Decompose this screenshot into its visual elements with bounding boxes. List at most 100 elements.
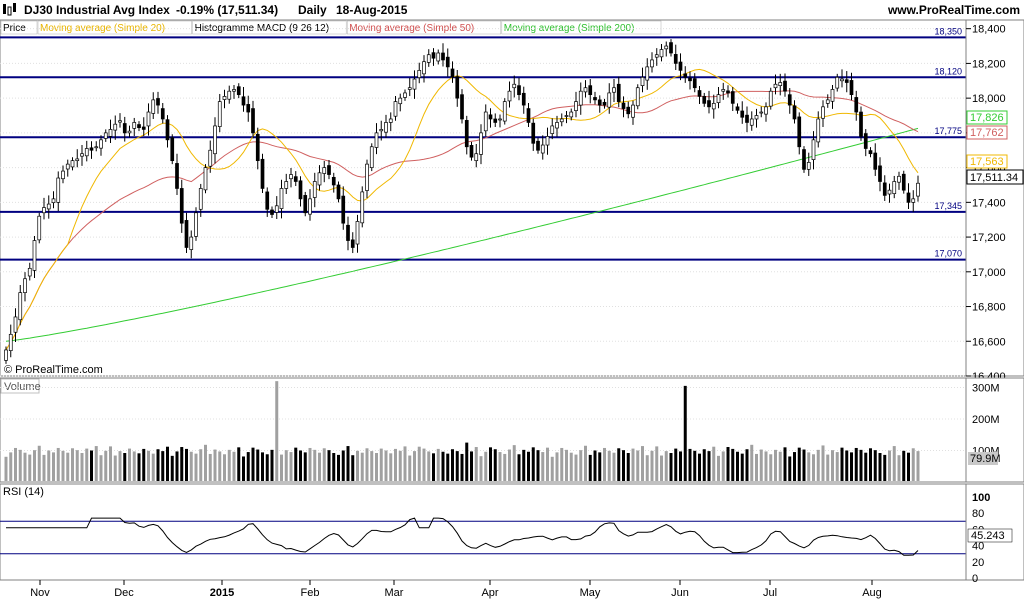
price-panel [0,19,967,377]
candle-body [213,125,217,155]
candle-body [844,79,849,83]
time-tick-label: Feb [301,587,320,599]
candle-body [569,111,574,118]
volume-bar [237,447,241,481]
volume-bar [351,455,355,481]
volume-bar [574,454,578,481]
price-change: -0.19% (17,511.34) [176,3,278,17]
volume-last-box [968,452,998,465]
price-tick-label: 17,200 [972,232,1006,244]
rsi-tick-label: 80 [972,508,984,520]
candle-body [897,175,901,183]
candle-body [403,92,407,98]
volume-bar [470,451,473,481]
candle-body [327,165,331,175]
candle-body [906,192,911,203]
candle-body [355,221,360,245]
volume-last-label: 79.9M [970,453,1001,465]
volume-bar [484,451,488,481]
volume-bar [446,453,450,481]
volume-bar [645,455,649,481]
price-tick-label: 17,000 [972,267,1006,279]
volume-bar [251,447,255,481]
candle-body [436,52,441,62]
volume-tick-label: 300M [972,382,1000,394]
volume-bar [80,453,84,481]
candle-body [84,148,89,157]
volume-bar [280,454,283,481]
volume-bar [788,456,792,481]
candle-body [536,140,540,151]
volume-bar [864,452,868,481]
candle-body [631,104,635,118]
time-tick-label: 2015 [210,587,234,599]
volume-bar [308,447,312,481]
volume-bar [99,455,103,481]
volume-bar [356,450,359,481]
candle-body [483,111,488,132]
candle-body [170,137,175,162]
candle-body [189,236,194,250]
volume-bar [242,456,245,481]
candle-body [711,103,716,110]
time-tick-label: Apr [481,587,498,599]
candle-body [241,96,246,106]
volume-bar [346,446,350,481]
sma50-line [5,90,919,351]
volume-bar [14,447,17,481]
level-label: 17,345 [934,201,962,211]
candle-body [42,207,46,214]
volume-bar [151,453,155,481]
candle-body [388,118,393,123]
candle-body [156,98,160,106]
volume-bar [147,450,150,481]
candle-body [583,87,588,93]
candle-body [868,150,873,155]
last-price-label: 17,511.34 [970,172,1018,184]
horizontal-levels: 18,350 18,120 17,775 17,345 17,070 [0,26,966,261]
candle-body [322,167,327,174]
volume-bar [56,447,60,481]
header-bar [0,0,1024,20]
volume-bar [394,448,397,481]
volume-bar [9,452,13,481]
candle-body [132,122,137,129]
period-label: Daily [298,3,327,17]
rsi-last-box [967,528,1013,543]
volume-bar [759,449,763,481]
volume-bar [18,449,22,481]
brand-link[interactable]: www.ProRealTime.com [887,3,1020,17]
candle-body [251,108,255,134]
candle-body [317,172,322,186]
candle-body [740,110,745,118]
time-tick-label: Nov [30,587,50,599]
candle-body [678,61,683,71]
volume-bar [455,451,459,481]
volume-bar [550,456,554,481]
candle-body [749,118,754,126]
candle-body [559,118,564,123]
volume-bar [888,450,891,481]
candle-body [507,90,512,102]
volume-bar [527,451,530,481]
candle-body [194,212,198,237]
candle-body [645,66,650,81]
legend-item: Moving average (Simple 200) [504,23,635,34]
candle-body [284,181,289,189]
volume-bar [104,450,108,481]
volume-bar [622,450,625,481]
candle-body [612,87,616,93]
volume-bar [859,449,863,481]
candle-body [878,165,882,182]
candle-body [621,102,626,109]
rsi-path [6,517,919,556]
volume-bar [873,450,877,481]
rsi-tick-label: 20 [972,557,984,569]
date-label: 18-Aug-2015 [336,3,408,17]
price-tick-label: 17,400 [972,197,1006,209]
volume-bar [303,452,307,481]
volume-bar [508,449,511,481]
candle-body [23,278,27,293]
volume-bar [731,448,735,481]
